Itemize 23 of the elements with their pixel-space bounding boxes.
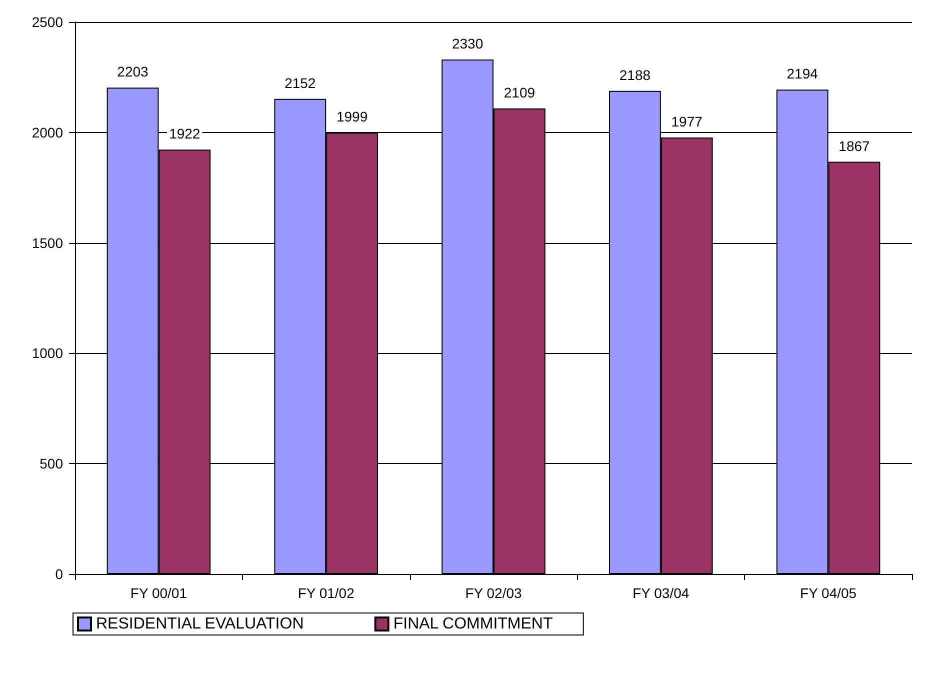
data-label: 1977 (671, 113, 703, 130)
legend-label: RESIDENTIAL EVALUATION (96, 616, 304, 632)
y-tick-label: 0 (55, 566, 64, 582)
data-label: 2152 (284, 74, 316, 91)
data-label: 1922 (169, 126, 200, 142)
data-label: 2330 (452, 36, 484, 52)
data-label: 2188 (619, 66, 651, 83)
y-tick-label: 500 (40, 456, 64, 472)
x-tick-label: FY 02/03 (465, 585, 522, 601)
data-label: 2203 (117, 64, 149, 80)
y-tick-label: 2000 (32, 124, 64, 140)
x-tick-label: FY 04/05 (800, 585, 857, 601)
data-label: 1999 (336, 108, 368, 125)
y-tick-label: 1000 (32, 345, 64, 362)
data-label: 1867 (838, 138, 870, 154)
y-tick-label: 2500 (32, 14, 64, 30)
x-tick-label: FY 03/04 (632, 585, 690, 601)
data-label: 2109 (504, 84, 536, 100)
x-tick-label: FY 00/01 (130, 585, 188, 601)
legend-label: FINAL COMMITMENT (393, 616, 553, 632)
data-label: 2194 (786, 66, 818, 82)
y-tick-label: 1500 (32, 234, 64, 251)
x-tick-label: FY 01/02 (298, 585, 355, 601)
